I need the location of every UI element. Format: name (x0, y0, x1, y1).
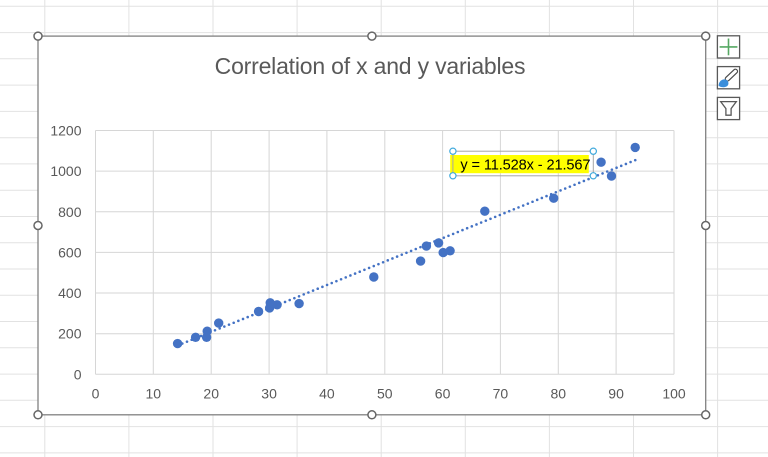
svg-text:1000: 1000 (50, 163, 81, 179)
svg-text:y = 11.528x - 21.567: y = 11.528x - 21.567 (460, 157, 590, 173)
svg-text:50: 50 (377, 385, 393, 401)
svg-text:100: 100 (662, 385, 686, 401)
svg-text:Correlation of x and y variabl: Correlation of x and y variables (215, 53, 526, 79)
svg-text:70: 70 (493, 385, 509, 401)
svg-text:0: 0 (74, 366, 82, 382)
svg-text:90: 90 (608, 385, 624, 401)
svg-text:20: 20 (203, 385, 219, 401)
svg-text:10: 10 (146, 385, 162, 401)
svg-text:80: 80 (551, 385, 567, 401)
svg-text:400: 400 (58, 285, 82, 301)
svg-text:60: 60 (435, 385, 451, 401)
svg-text:30: 30 (261, 385, 277, 401)
svg-text:1200: 1200 (50, 123, 81, 139)
svg-text:40: 40 (319, 385, 335, 401)
svg-text:200: 200 (58, 326, 82, 342)
svg-text:0: 0 (92, 385, 100, 401)
svg-text:600: 600 (58, 244, 82, 260)
svg-text:800: 800 (58, 204, 82, 220)
